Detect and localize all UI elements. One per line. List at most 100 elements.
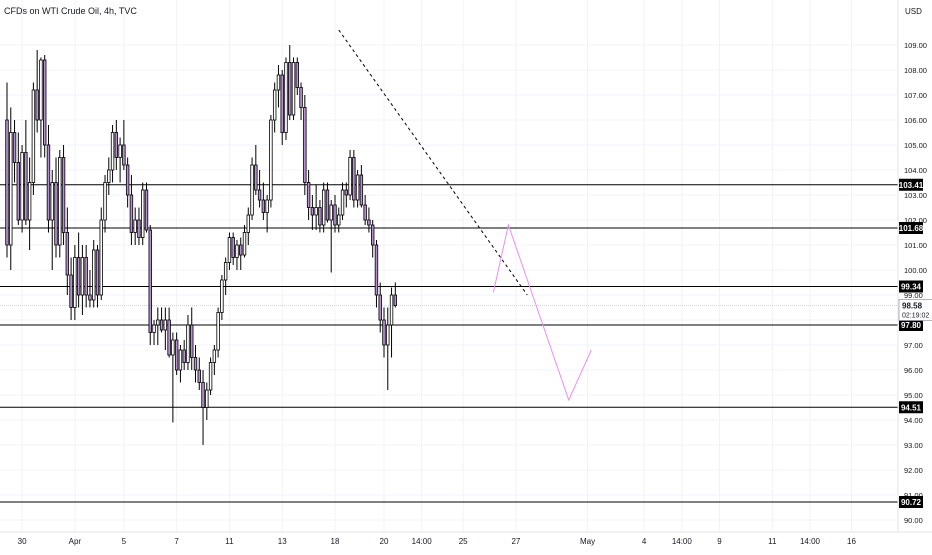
candle-up <box>284 62 288 133</box>
x-tick-label: 14:00 <box>672 537 693 546</box>
candle-up <box>178 349 183 371</box>
candle-down <box>69 274 73 308</box>
candle-down <box>43 59 47 146</box>
y-tick-label: 104.00 <box>904 166 927 175</box>
candle-down <box>12 132 17 163</box>
candle-down <box>95 249 100 296</box>
candle-up <box>227 237 232 263</box>
candle-down <box>35 89 39 121</box>
level-price-badge <box>899 496 923 508</box>
y-tick-label: 97.00 <box>904 341 923 350</box>
current-price-badge <box>898 299 932 321</box>
candle-down <box>363 204 367 221</box>
candle-down <box>197 369 201 383</box>
candle-up <box>216 312 220 351</box>
candle-down <box>193 357 198 371</box>
currency-label: USD <box>905 7 922 16</box>
candle-up <box>223 262 228 281</box>
candle-up <box>329 204 333 221</box>
candle-down <box>288 62 292 116</box>
candle-up <box>205 389 209 408</box>
y-tick-label: 94.00 <box>904 416 923 425</box>
x-tick-label: 4 <box>642 537 647 546</box>
candle-down <box>159 319 164 331</box>
time-scale[interactable]: 30 Apr 5 7 11 13 18 20 14:00 25 27 May 4 14:00 9 11 14:0… <box>18 537 857 546</box>
candle-down <box>318 207 322 226</box>
level-price-label: 99.34 <box>901 283 922 292</box>
level-price-badge <box>899 178 923 191</box>
candle-up <box>250 164 254 216</box>
candle-down <box>46 144 51 221</box>
candle-up <box>50 182 54 221</box>
projection-path[interactable] <box>492 223 592 402</box>
candle-up <box>235 244 239 258</box>
y-tick-label: 95.00 <box>904 391 923 400</box>
candle-up <box>272 89 277 121</box>
candle-up <box>337 214 341 226</box>
y-tick-label: 109.00 <box>904 41 927 50</box>
candle-down <box>182 349 186 363</box>
x-tick-label: 16 <box>847 537 856 546</box>
candle-down <box>76 257 81 296</box>
level-price-badge <box>899 222 923 234</box>
level-price-badge <box>899 319 923 331</box>
candle-up <box>141 189 145 238</box>
candle-down <box>5 119 9 246</box>
candle-down <box>306 182 311 208</box>
x-tick-label: May <box>580 537 595 546</box>
y-tick-label: 105.00 <box>904 141 927 150</box>
level-price-label: 90.72 <box>901 498 922 507</box>
candle-down <box>261 199 266 213</box>
candle-up <box>99 219 103 296</box>
candle-down <box>84 257 88 296</box>
chart-title: CFDs on WTI Crude Oil, 4h, TVC <box>4 6 137 16</box>
candle-down <box>137 219 141 238</box>
x-tick-label: 13 <box>278 537 287 546</box>
y-tick-label: 92.00 <box>904 466 923 475</box>
countdown-label: 02:19:02 <box>902 313 929 320</box>
y-tick-label: 102.00 <box>904 216 927 225</box>
candle-down <box>254 164 258 191</box>
x-tick-label: 20 <box>380 537 389 546</box>
candle-up <box>92 249 96 301</box>
y-tick-label: 93.00 <box>904 441 923 450</box>
candle-down <box>125 164 130 196</box>
candle-down <box>24 152 28 221</box>
candle-up <box>276 74 281 91</box>
x-tick-label: 7 <box>174 537 179 546</box>
y-tick-label: 90.00 <box>904 516 923 525</box>
candle-down <box>148 229 152 333</box>
candle-down <box>129 194 134 233</box>
x-tick-label: 14:00 <box>800 537 821 546</box>
candle-down <box>88 294 92 301</box>
candle-up <box>163 319 168 331</box>
level-price-label: 94.51 <box>901 403 922 412</box>
price-scale[interactable]: 90.00 91.00 92.00 93.00 94.00 95.00 96.00 97.00… <box>904 41 927 525</box>
level-price-badge <box>899 401 923 414</box>
candle-up <box>242 232 247 256</box>
candle-up <box>291 62 296 116</box>
candle-down <box>359 174 364 206</box>
candle-up <box>321 189 326 226</box>
candle-down <box>65 232 70 276</box>
candle-up <box>58 157 62 246</box>
y-tick-label: 99.00 <box>904 291 923 300</box>
trendline[interactable] <box>338 29 528 296</box>
y-tick-label: 101.00 <box>904 241 927 250</box>
candle-up <box>103 182 107 221</box>
candle-down <box>333 204 337 226</box>
candle-down <box>325 189 330 221</box>
candle-down <box>239 244 243 256</box>
candle-up <box>152 324 156 333</box>
candle-up <box>269 119 273 201</box>
y-tick-label: 103.00 <box>904 191 927 200</box>
x-tick-label: Apr <box>69 537 82 546</box>
candle-down <box>54 182 58 246</box>
candle-down <box>16 162 21 221</box>
candle-down <box>370 224 375 246</box>
x-tick-label: 9 <box>717 537 722 546</box>
candle-up <box>80 257 85 296</box>
candle-down <box>367 219 371 226</box>
